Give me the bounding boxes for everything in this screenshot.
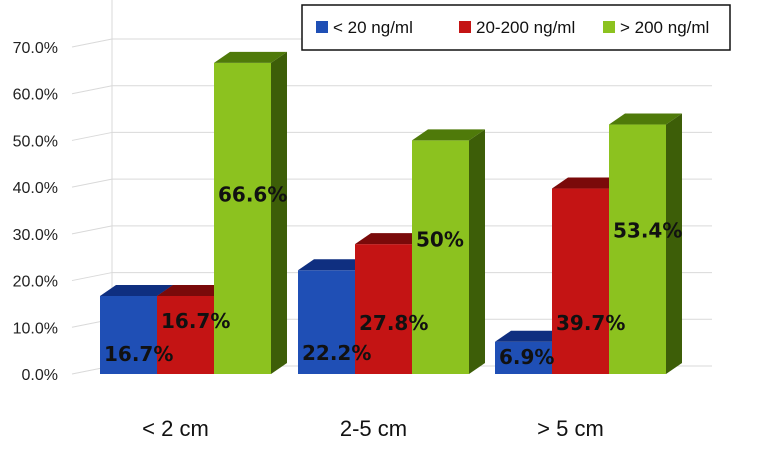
data-label: 16.7% [104,342,173,366]
x-tick-label: > 5 cm [537,416,604,441]
legend-swatch-1 [459,21,471,33]
bar-top-2-2 [609,113,682,125]
bar-0-0 [100,295,157,374]
bar-1-0 [157,295,214,374]
grid-line-diagonal [71,38,113,48]
grid-line-diagonal [71,272,113,282]
bar-top-2-1 [412,129,485,141]
bar-top-1-1 [355,233,428,245]
data-label: 66.6% [218,183,287,207]
data-label: 27.8% [359,311,428,335]
y-axis: 0.0% 10.0% 20.0% 30.0% 40.0% 50.0% 60.0% 70.0% [13,40,58,384]
bar-1-1 [355,244,412,374]
x-axis: < 2 cm 2-5 cm > 5 cm [142,416,604,441]
y-tick-label: 0.0% [22,367,58,384]
bar-0-1 [298,270,355,374]
y-tick-label: 70.0% [13,40,58,57]
data-label: 50% [416,228,464,252]
y-tick-label: 40.0% [13,180,58,197]
bar-2-1 [412,140,469,374]
bar-top-0-2 [495,330,568,342]
y-tick-label: 50.0% [13,133,58,150]
bar-side-2-1 [469,129,485,374]
data-label: 6.9% [499,345,554,369]
data-label: 22.2% [302,341,371,365]
bar-0-2 [495,341,552,374]
data-label: 53.4% [613,218,682,242]
bar-top-1-2 [552,177,625,189]
grid-line-diagonal [71,178,113,188]
legend-label: > 200 ng/ml [620,18,709,37]
bar-top-0-1 [298,259,371,271]
y-tick-label: 20.0% [13,274,58,291]
data-label: 39.7% [556,311,625,335]
bar-2-2 [609,124,666,374]
data-label: 16.7% [161,309,230,333]
grid-line-diagonal [71,131,113,141]
data-labels: 16.7% 22.2% 6.9% 16.7% 27.8% 39.7% 66.6% 50% 53.… [104,183,682,369]
bar-side-2-0 [271,51,287,374]
legend-swatch-2 [603,21,615,33]
legend-label: 20-200 ng/ml [476,18,575,37]
bar-2-0 [214,62,271,374]
grid-line-diagonal [71,85,113,95]
bar-top-2-0 [214,51,287,63]
y-tick-label: 10.0% [13,320,58,337]
legend-box [301,4,731,51]
x-tick-label: 2-5 cm [340,416,407,441]
y-tick-label: 30.0% [13,227,58,244]
bar-side-2-2 [666,113,682,374]
x-tick-label: < 2 cm [142,416,209,441]
legend-label: < 20 ng/ml [333,18,413,37]
bar-1-2 [552,188,609,374]
bar-top-1-0 [157,284,230,296]
bar-top-0-0 [100,284,173,296]
bars [100,51,682,374]
legend-swatch-0 [316,21,328,33]
legend: < 20 ng/ml 20-200 ng/ml > 200 ng/ml [301,4,731,51]
y-tick-label: 60.0% [13,87,58,104]
grid-line-diagonal [71,225,113,235]
